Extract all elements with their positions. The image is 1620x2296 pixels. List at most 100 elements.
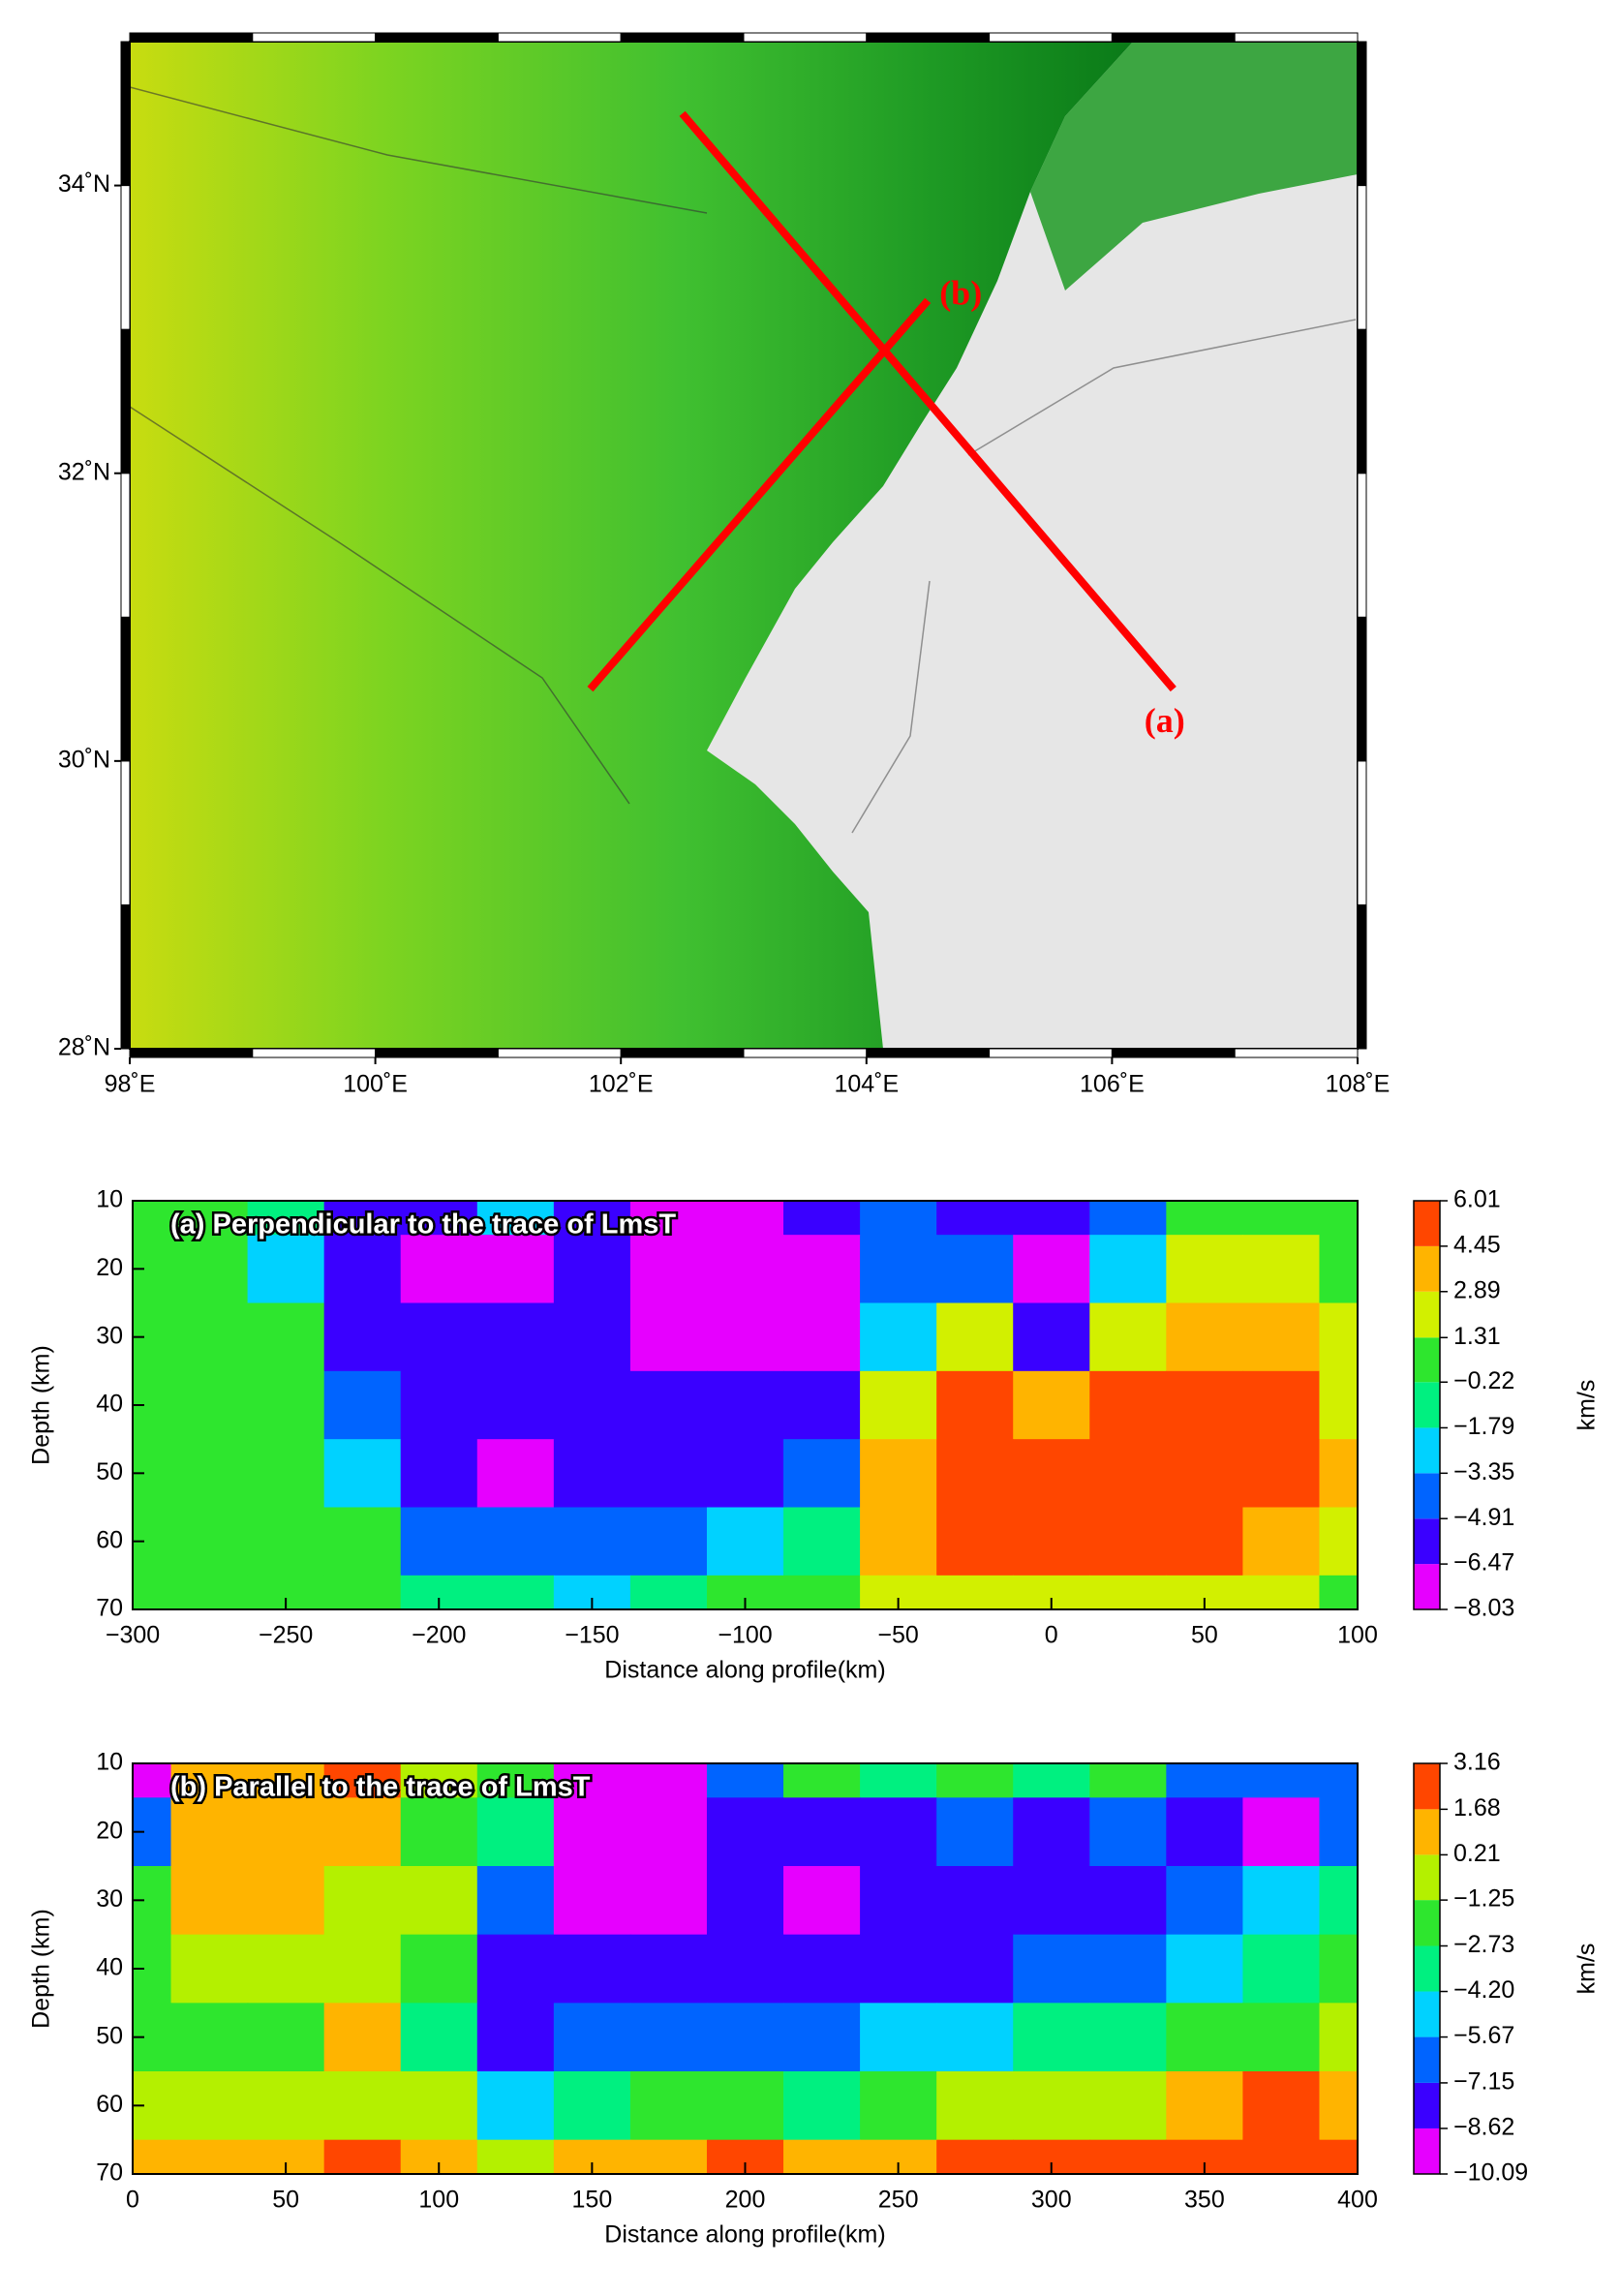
profile-label: (b) xyxy=(939,274,982,313)
cell xyxy=(323,1235,402,1304)
cell xyxy=(476,1866,555,1936)
cell xyxy=(1089,1302,1167,1372)
cell xyxy=(936,1302,1014,1372)
cell xyxy=(936,1201,1014,1236)
cell xyxy=(1166,1302,1244,1372)
frame-band xyxy=(375,1048,499,1058)
terrain xyxy=(130,42,1358,1049)
x-tick-label: 200 xyxy=(725,2187,766,2214)
cell xyxy=(170,1507,249,1577)
cell xyxy=(1013,1201,1090,1236)
cell xyxy=(170,1201,249,1236)
x-tick-label: 106˚E xyxy=(1080,1071,1145,1098)
cell xyxy=(247,1370,325,1440)
cell xyxy=(553,1235,631,1304)
x-tick-label: 0 xyxy=(1045,1622,1058,1649)
cell xyxy=(247,1934,325,2004)
cell xyxy=(170,2071,249,2141)
colorbar-label: −0.22 xyxy=(1453,1367,1514,1394)
cell xyxy=(1166,1439,1244,1509)
cell xyxy=(706,1866,784,1936)
colorbar-segment xyxy=(1414,1382,1440,1428)
frame-band xyxy=(866,1048,991,1058)
cell xyxy=(1319,1763,1358,1798)
contour-field xyxy=(133,1201,1358,1609)
cell xyxy=(247,1201,325,1236)
cell xyxy=(400,1866,478,1936)
cell xyxy=(170,2139,249,2174)
cell xyxy=(1166,1866,1244,1936)
cell xyxy=(323,1439,402,1509)
cell xyxy=(1166,2003,1244,2072)
cell xyxy=(476,1797,555,1867)
x-tick-label: −100 xyxy=(718,1622,772,1649)
colorbar-segment xyxy=(1414,1991,1440,2037)
cell xyxy=(247,1507,325,1577)
frame-band xyxy=(252,32,377,43)
frame-band xyxy=(120,760,131,905)
cell xyxy=(1089,1934,1167,2004)
cell xyxy=(1013,2003,1090,2072)
cell xyxy=(1089,1201,1167,1236)
cell xyxy=(706,1797,784,1867)
cell xyxy=(936,1370,1014,1440)
colorbar-label: −4.20 xyxy=(1453,1976,1514,2004)
frame-band xyxy=(1357,185,1367,330)
cell xyxy=(133,1201,172,1236)
frame-band xyxy=(1234,32,1359,43)
y-tick-label: 70 xyxy=(96,2159,123,2187)
cell xyxy=(247,1302,325,1372)
x-tick-label: 50 xyxy=(1191,1622,1218,1649)
cell xyxy=(170,2003,249,2072)
cell xyxy=(1089,2139,1167,2174)
cell xyxy=(170,1866,249,1936)
cell xyxy=(400,1201,478,1236)
cell xyxy=(1089,1235,1167,1304)
cell xyxy=(170,1934,249,2004)
cell xyxy=(170,1763,249,1798)
cell xyxy=(1089,1763,1167,1798)
fault xyxy=(130,406,630,805)
cell xyxy=(860,1763,937,1798)
cell xyxy=(1166,1797,1244,1867)
frame-band xyxy=(375,32,499,43)
cell xyxy=(860,1507,937,1577)
cell xyxy=(476,2071,555,2141)
cell xyxy=(1089,2003,1167,2072)
cell xyxy=(629,1797,708,1867)
cell xyxy=(1319,2071,1358,2141)
cell xyxy=(476,1507,555,1577)
cell xyxy=(170,1439,249,1509)
cell xyxy=(629,1866,708,1936)
cell xyxy=(936,1235,1014,1304)
colorbar-label: −6.47 xyxy=(1453,1549,1514,1577)
cell xyxy=(629,1575,708,1609)
y-tick-label: 70 xyxy=(96,1595,123,1622)
cell xyxy=(476,1302,555,1372)
frame-band xyxy=(497,1048,622,1058)
frame-band xyxy=(620,1048,745,1058)
frame-band xyxy=(252,1048,377,1058)
cell xyxy=(170,1575,249,1609)
cell xyxy=(936,1797,1014,1867)
colorbar-segment xyxy=(1414,1564,1440,1609)
fault xyxy=(851,580,931,834)
cell xyxy=(1242,2139,1321,2174)
frame-band xyxy=(120,903,131,1050)
cell xyxy=(629,1507,708,1577)
frame-band xyxy=(120,41,131,187)
y-tick-label: 10 xyxy=(96,1186,123,1213)
x-tick-label: −300 xyxy=(106,1622,160,1649)
colorbar-segment xyxy=(1414,1900,1440,1946)
cell xyxy=(323,1201,402,1236)
y-tick-label: 50 xyxy=(96,2022,123,2049)
plateau-east xyxy=(1030,42,1358,291)
frame-band xyxy=(120,616,131,762)
cell xyxy=(400,2071,478,2141)
colorbar-label: 1.31 xyxy=(1453,1323,1501,1350)
profile-label: (a) xyxy=(1145,701,1185,740)
x-tick-label: 50 xyxy=(272,2187,299,2214)
cell xyxy=(1089,1507,1167,1577)
colorbar-title: km/s xyxy=(1574,1944,1601,1995)
colorbar-label: 3.16 xyxy=(1453,1749,1501,1776)
